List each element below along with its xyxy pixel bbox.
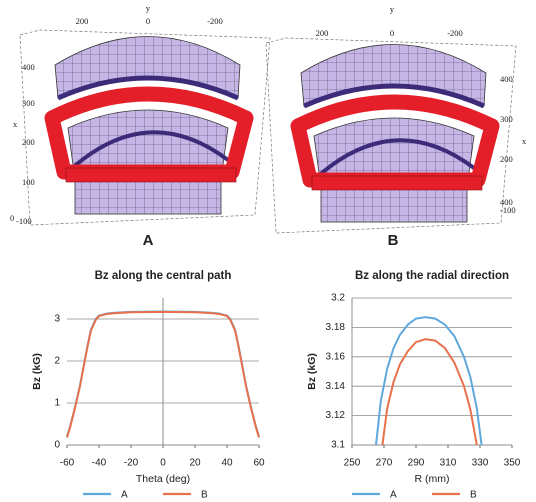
x-tick-label: -20 — [124, 458, 139, 469]
render-tick: -200 — [447, 28, 463, 38]
x-tick-label: 310 — [440, 458, 457, 469]
render-tick: -200 — [207, 16, 223, 26]
render-tick: -100 — [16, 216, 32, 226]
panel-label: B — [388, 232, 399, 249]
y-tick-label: 3.16 — [326, 351, 346, 362]
render-tick: -100 — [500, 205, 516, 215]
render-tick: 200 — [316, 28, 329, 38]
x-tick-label: 250 — [344, 458, 361, 469]
render-axis-title: x — [13, 119, 18, 129]
render-tick: 200 — [76, 16, 89, 26]
x-tick-label: 270 — [376, 458, 393, 469]
render-axis-title: y — [390, 4, 395, 14]
x-tick-label: 350 — [504, 458, 521, 469]
y-tick-label: 3 — [54, 314, 60, 325]
legend-label: A — [121, 490, 128, 501]
y-axis-title: Bz (kG) — [31, 353, 43, 390]
x-axis-title: R (mm) — [415, 473, 450, 485]
y-tick-label: 3.1 — [331, 440, 345, 451]
x-tick-label: -60 — [60, 458, 75, 469]
y-tick-label: 0 — [54, 440, 60, 451]
x-tick-label: -40 — [92, 458, 107, 469]
render-tick: 300 — [22, 98, 35, 108]
chart-title: Bz along the central path — [95, 270, 232, 282]
y-tick-label: 3.18 — [326, 322, 346, 333]
render-tick: 0 — [146, 16, 150, 26]
x-tick-label: 40 — [221, 458, 233, 469]
legend-label: B — [201, 490, 208, 501]
render-tick: 400 — [500, 74, 513, 84]
panel-label: A — [143, 232, 154, 249]
y-tick-label: 1 — [54, 398, 60, 409]
render-tick: 0 — [10, 213, 14, 223]
series-line — [376, 317, 482, 445]
y-tick-label: 3.14 — [326, 381, 346, 392]
x-tick-label: 60 — [253, 458, 265, 469]
legend-label: A — [390, 490, 397, 501]
render-tick: 100 — [22, 177, 35, 187]
y-tick-label: 3.2 — [331, 293, 345, 304]
y-axis-title: Bz (kG) — [306, 353, 318, 390]
figure: y 200 0 -200 x 400 300 200 100 0 -100 A … — [0, 0, 536, 502]
x-tick-label: 290 — [408, 458, 425, 469]
x-axis-title: Theta (deg) — [136, 473, 190, 485]
chart-title: Bz along the radial direction — [355, 270, 509, 282]
x-tick-label: 0 — [160, 458, 166, 469]
y-tick-label: 2 — [54, 356, 60, 367]
x-tick-label: 20 — [189, 458, 201, 469]
y-tick-label: 3.12 — [326, 410, 346, 421]
render-tick: 400 — [22, 62, 35, 72]
render-tick: 200 — [500, 154, 513, 164]
render-axis-title: y — [146, 3, 151, 13]
magnet-render-a — [20, 30, 270, 225]
render-tick: 300 — [500, 114, 513, 124]
legend-label: B — [470, 490, 477, 501]
render-axis-title: x — [522, 136, 527, 146]
magnet-render-b — [266, 38, 516, 233]
x-tick-label: 330 — [472, 458, 489, 469]
render-tick: 200 — [22, 137, 35, 147]
render-tick: 0 — [390, 28, 394, 38]
